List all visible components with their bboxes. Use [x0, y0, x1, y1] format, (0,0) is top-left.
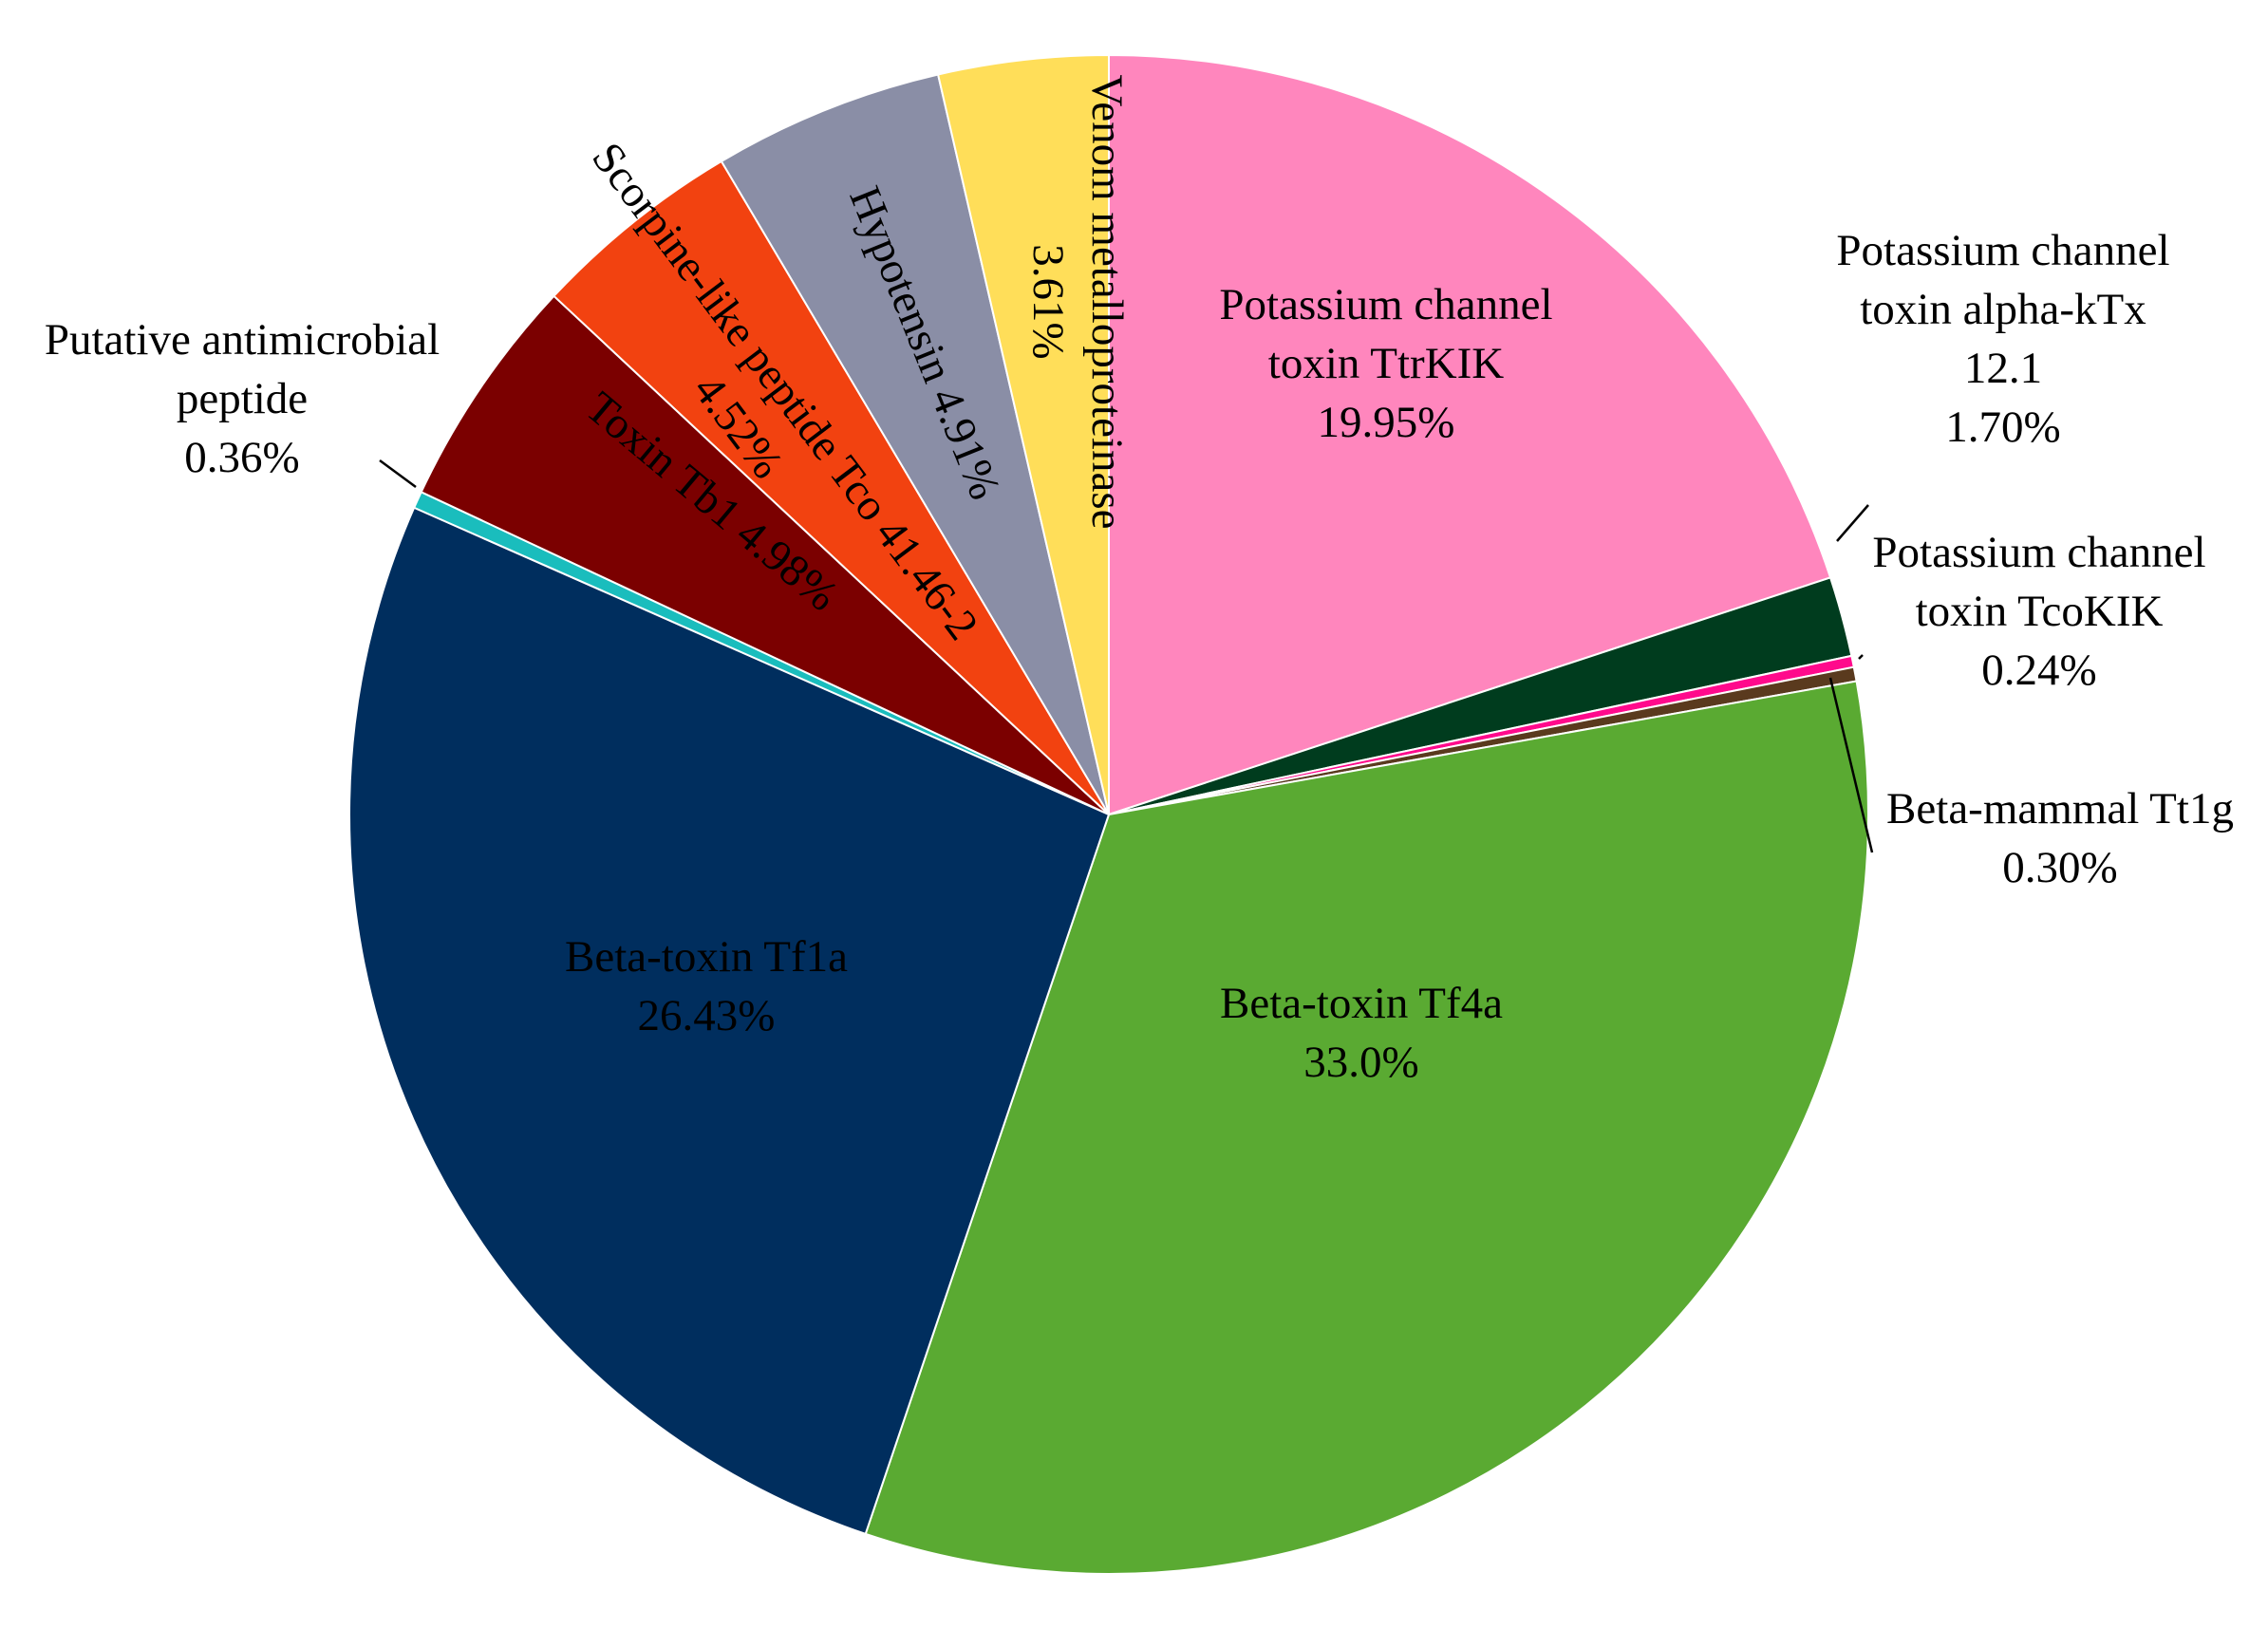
leader-line — [1828, 677, 1874, 853]
leader-line — [1858, 654, 1864, 660]
slice-label-line: Potassium channel — [1836, 226, 2169, 275]
slice-label-line: 19.95% — [1318, 398, 1455, 447]
pie-slice — [864, 680, 1869, 1575]
slice-label: Putative antimicrobial peptide 0.36% — [45, 315, 440, 482]
leader-line — [379, 459, 417, 489]
slice-label: Potassium channel toxin TcoKIK 0.24% — [1872, 528, 2205, 695]
slice-label-line: Potassium channel — [1219, 280, 1552, 329]
pie-slice — [936, 53, 1110, 815]
slice-label-line: 3.61% — [1023, 244, 1073, 359]
slice-label-line: Beta-toxin Tf4a — [1220, 979, 1503, 1028]
slice-label-line: 26.43% — [638, 991, 776, 1040]
leader-line — [1836, 504, 1869, 542]
pie-slice — [720, 73, 1110, 815]
slice-label-line: 33.0% — [1303, 1038, 1418, 1087]
slice-label-line: Beta-toxin Tf1a — [565, 932, 848, 982]
slice-label-line: toxin TcoKIK — [1916, 587, 2164, 636]
pie-slice — [1108, 53, 1832, 816]
slice-label-line: Beta-mammal Tt1g — [1886, 784, 2234, 833]
slice-label: Potassium channel toxin TtrKIK 19.95% — [1219, 280, 1552, 447]
slice-label-line: Venom metalloproteinase — [1082, 75, 1132, 530]
slice-label-line: toxin alpha-kTx — [1860, 285, 2146, 334]
slice-label-line: Potassium channel — [1872, 528, 2205, 577]
slice-label-line: peptide — [177, 374, 308, 423]
slice-label-line: toxin TtrKIK — [1268, 339, 1505, 388]
pie-slice — [348, 506, 1111, 1536]
slice-label: Beta-toxin Tf1a 26.43% — [565, 932, 848, 1040]
slice-label-line: Putative antimicrobial — [45, 315, 440, 365]
slice-label: Beta-mammal Tt1g 0.30% — [1886, 784, 2234, 892]
slice-label-line: 0.30% — [2002, 843, 2117, 892]
slice-label-line: 1.70% — [1945, 403, 2060, 452]
pie-slice — [420, 294, 1110, 815]
slice-label: Beta-toxin Tf4a 33.0% — [1220, 979, 1503, 1087]
pie-slice — [553, 159, 1110, 815]
slice-label-line: 12.1 — [1964, 344, 2042, 393]
slice-label-line: 0.24% — [1981, 646, 2096, 695]
slice-label-line: 0.36% — [184, 433, 299, 482]
svg-text:Venom metalloproteinase3.61%: Venom metalloproteinase3.61% — [1023, 75, 1132, 530]
slice-label: Potassium channel toxin alpha-kTx 12.1 1.70… — [1836, 226, 2169, 452]
slice-label: Venom metalloproteinase3.61% — [1023, 75, 1132, 530]
